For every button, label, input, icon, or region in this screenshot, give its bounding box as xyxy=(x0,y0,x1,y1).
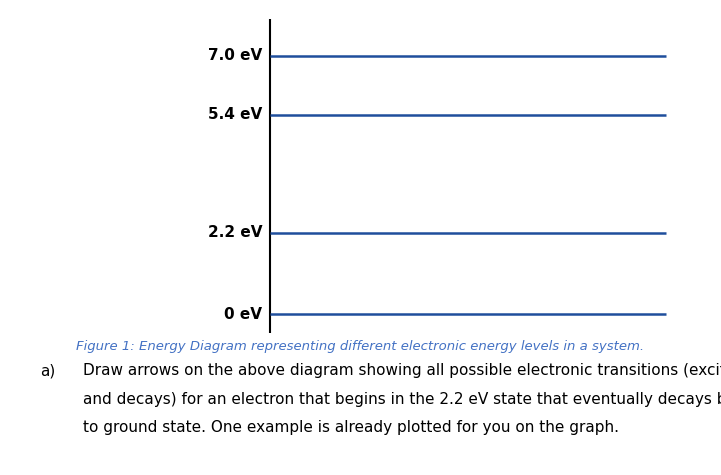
Text: 5.4 eV: 5.4 eV xyxy=(208,107,262,123)
Text: to ground state. One example is already plotted for you on the graph.: to ground state. One example is already … xyxy=(83,420,619,436)
Text: 2.2 eV: 2.2 eV xyxy=(208,226,262,240)
Text: a): a) xyxy=(40,363,55,379)
Text: Draw arrows on the above diagram showing all possible electronic transitions (ex: Draw arrows on the above diagram showing… xyxy=(83,363,721,379)
Text: 0 eV: 0 eV xyxy=(224,306,262,322)
Text: 7.0 eV: 7.0 eV xyxy=(208,48,262,63)
Text: and decays) for an electron that begins in the 2.2 eV state that eventually deca: and decays) for an electron that begins … xyxy=(83,392,721,407)
Text: Figure 1: Energy Diagram representing different electronic energy levels in a sy: Figure 1: Energy Diagram representing di… xyxy=(76,340,645,352)
